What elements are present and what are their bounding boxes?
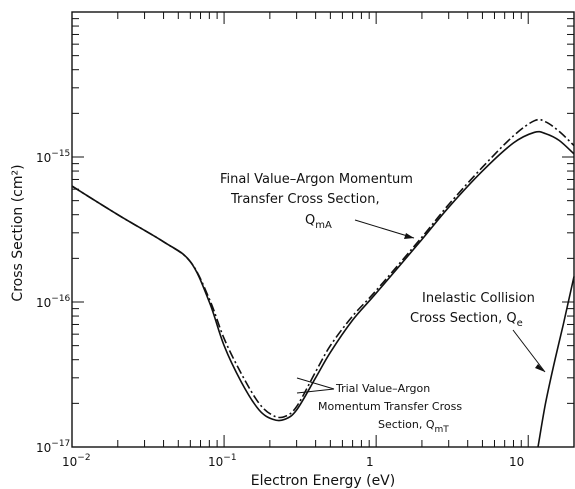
inelastic-collision-curve	[537, 276, 575, 448]
y-tick-label: 10−16	[36, 294, 71, 310]
trial-annotation-line1: Trial Value–Argon	[335, 382, 430, 395]
inelastic-annotation-leader	[512, 329, 546, 373]
x-tick-label: 1	[366, 455, 374, 469]
final-annotation-arrowhead	[404, 233, 414, 239]
final-annotation-leader	[354, 219, 415, 239]
trial-annotation-leader-lower	[296, 388, 335, 394]
x-axis-title: Electron Energy (eV)	[251, 473, 395, 489]
trial-annotation-line2: Momentum Transfer Cross	[318, 400, 462, 413]
inelastic-annotation-line2: Cross Section, Qe	[410, 311, 523, 329]
inelastic-annotation-arrowhead	[535, 364, 545, 372]
y-axis-title: Cross Section (cm²)	[10, 164, 26, 301]
x-tick-label: 10−1	[208, 453, 237, 469]
x-tick-label: 10	[509, 455, 524, 469]
x-tick-label: 10−2	[62, 453, 91, 469]
inelastic-annotation: Inelastic Collision Cross Section, Qe	[410, 291, 546, 373]
final-annotation-line1: Final Value–Argon Momentum	[220, 172, 413, 187]
y-tick-label: 10−15	[36, 149, 70, 165]
final-value-annotation: Final Value–Argon Momentum Transfer Cros…	[220, 172, 415, 239]
trial-annotation-line3: Section, QmT	[378, 418, 449, 435]
final-value-curve	[71, 130, 575, 422]
trial-annotation-leader-upper	[296, 377, 335, 390]
inelastic-annotation-line1: Inelastic Collision	[422, 291, 535, 306]
trial-value-annotation: Trial Value–Argon Momentum Transfer Cros…	[296, 377, 462, 435]
plot-frame	[71, 11, 575, 448]
final-annotation-line2: Transfer Cross Section,	[230, 192, 380, 207]
minor-ticks	[72, 12, 575, 447]
final-annotation-symbol: QmA	[305, 213, 332, 231]
y-tick-label: 10−17	[36, 439, 70, 455]
trial-value-curve	[71, 118, 575, 419]
